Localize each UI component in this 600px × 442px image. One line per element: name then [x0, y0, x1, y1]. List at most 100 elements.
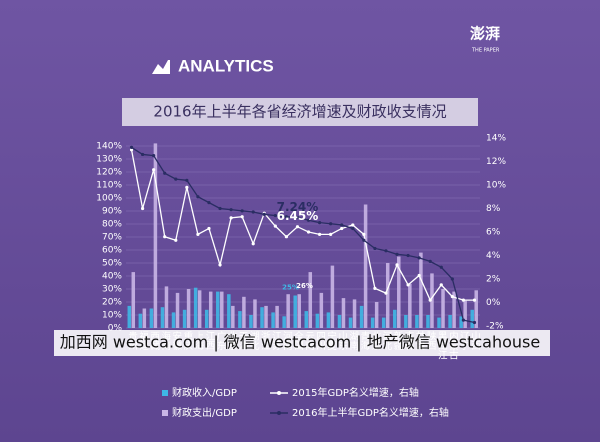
line-point [185, 185, 189, 189]
line-point [428, 259, 432, 263]
bar [470, 309, 474, 328]
annotation: 6.45% [277, 209, 319, 223]
y-tick-label: 60% [102, 246, 122, 256]
line-point [317, 232, 322, 236]
bar [204, 309, 209, 328]
y2-tick-label: 12% [486, 157, 506, 167]
bar [426, 315, 430, 328]
section: ANALYTICS [178, 56, 274, 75]
y-tick-label: 100% [96, 194, 122, 204]
line-point [406, 253, 410, 258]
line-point [406, 283, 410, 287]
y-tick-label: 90% [102, 207, 122, 217]
y2-tick-label: 8% [486, 204, 501, 214]
bar [227, 294, 231, 328]
legend-label: 财政支出/GDP [172, 406, 237, 419]
y2-tick-label: 14% [486, 134, 506, 144]
line-point [384, 249, 388, 253]
bar [175, 292, 180, 328]
bar [297, 294, 301, 328]
legend-label: 2016年上半年GDP名义增速，右轴 [292, 406, 449, 419]
bar [186, 289, 191, 328]
chart-title: 2016年上半年各省经济增速及财政收支情况 [153, 103, 446, 121]
bar [397, 256, 401, 328]
legend-swatch [162, 390, 168, 396]
line-point [185, 178, 189, 182]
y-tick-label: 40% [102, 272, 122, 282]
annotation: 7.24% [277, 200, 319, 214]
bar [308, 272, 313, 328]
bar [415, 315, 419, 328]
bar [231, 305, 235, 328]
bar [363, 204, 368, 328]
bar [341, 298, 346, 328]
line-point [284, 215, 289, 219]
bar [220, 291, 224, 328]
bar [216, 291, 220, 328]
y-tick-label: 140% [96, 142, 122, 152]
logo-sub: THE PAPER [471, 48, 500, 54]
bar [348, 317, 353, 328]
bar [374, 302, 379, 328]
y2-tick-label: -2% [486, 322, 504, 332]
bar [474, 290, 478, 328]
bar [193, 287, 198, 328]
line-point [351, 226, 355, 231]
watermark-band [54, 330, 550, 356]
y-tick-label: 10% [102, 311, 122, 321]
y-tick-label: 50% [102, 259, 122, 269]
y-tick-label: 0% [108, 324, 123, 334]
line-point [340, 223, 344, 227]
line-point [384, 291, 388, 295]
bar [249, 315, 253, 328]
bar [171, 312, 176, 328]
y2-tick-label: 10% [486, 181, 506, 191]
bar [142, 308, 147, 328]
bar [282, 316, 286, 328]
bar [304, 311, 309, 328]
bar [330, 265, 335, 328]
line-point [163, 235, 167, 239]
bar [182, 309, 187, 328]
y2-tick-label: 0% [486, 298, 501, 308]
legend-label: 财政收入/GDP [172, 386, 237, 399]
y-tick-label: 80% [102, 220, 122, 230]
bar [275, 305, 279, 328]
line-point [461, 298, 466, 302]
line-point [395, 252, 399, 256]
bar [138, 313, 143, 328]
line-point [174, 238, 178, 242]
bar [352, 299, 357, 328]
bar [452, 291, 456, 328]
y-tick-label: 110% [96, 181, 122, 191]
line-point [152, 168, 156, 172]
bar [326, 312, 331, 328]
y-tick-label: 20% [102, 298, 122, 308]
line-point [207, 226, 211, 231]
line-point [240, 215, 244, 219]
line-point [373, 246, 377, 251]
line-point [229, 216, 233, 220]
y-tick-label: 30% [102, 285, 122, 295]
line [131, 146, 475, 324]
annotation: 25% [282, 284, 299, 292]
bar [242, 296, 246, 328]
line-point [140, 152, 145, 157]
line-point [152, 154, 156, 158]
bar [153, 143, 158, 328]
bar [370, 317, 375, 328]
legend-swatch [162, 410, 168, 416]
line-point [417, 256, 421, 260]
line-point [428, 298, 432, 302]
line-point [450, 295, 454, 299]
bar [238, 311, 242, 328]
y-tick-label: 130% [96, 155, 122, 165]
line-point [295, 225, 300, 229]
bar [197, 290, 202, 328]
line-point [229, 208, 233, 212]
line-point [284, 235, 289, 239]
bar [319, 292, 324, 328]
line-point [450, 277, 454, 281]
